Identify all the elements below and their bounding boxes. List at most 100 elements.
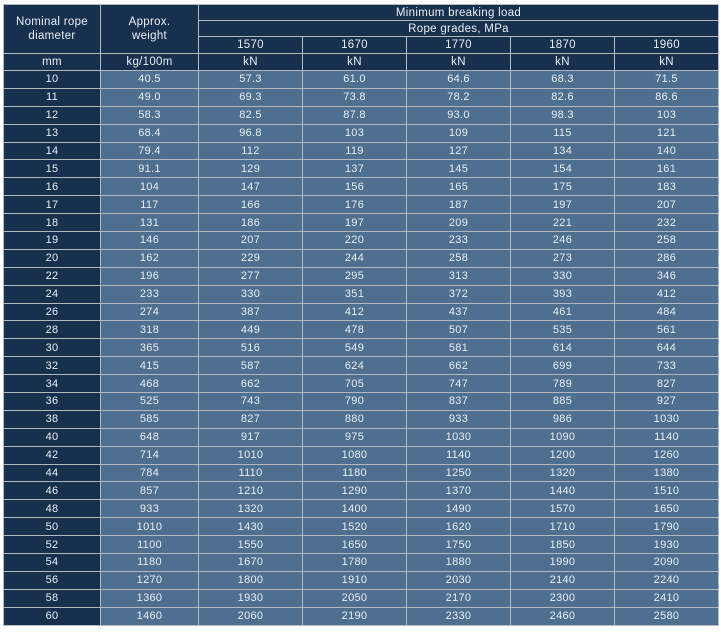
table-row-diameter-32: 32 415 587 624 662 699 733 bbox=[3, 356, 720, 376]
load-cell-grade-1870: 1440 bbox=[510, 481, 615, 501]
load-cell-grade-1870: 1200 bbox=[510, 445, 615, 465]
grade-header-1570: 1570 bbox=[198, 36, 303, 54]
header-row-2: Rope grades, MPa bbox=[4, 20, 720, 37]
load-cell-grade-1770: 187 bbox=[406, 195, 511, 215]
table-row-diameter-20: 20 162 229 244 258 273 286 bbox=[3, 248, 720, 268]
load-cell-grade-1870: 98.3 bbox=[510, 105, 615, 125]
unit-load: kN bbox=[406, 53, 511, 71]
load-cell-grade-1960: 161 bbox=[613, 159, 720, 179]
load-cell-grade-1960: 258 bbox=[613, 231, 720, 250]
load-cell-grade-1960: 1790 bbox=[613, 517, 720, 537]
load-cell-grade-1770: 507 bbox=[406, 320, 511, 340]
weight-cell: 58.3 bbox=[100, 105, 199, 125]
diameter-cell: 16 bbox=[3, 177, 101, 197]
load-cell-grade-1670: 478 bbox=[302, 320, 407, 340]
header-rope-grades-mpa: Rope grades, MPa bbox=[197, 20, 720, 37]
load-cell-grade-1870: 614 bbox=[510, 338, 615, 358]
table-row-diameter-16: 16 104 147 156 165 175 183 bbox=[3, 177, 720, 197]
grade-header-1770: 1770 bbox=[406, 36, 511, 54]
load-cell-grade-1670: 1910 bbox=[302, 570, 407, 590]
table-row-diameter-50: 50 1010 1430 1520 1620 1710 1790 bbox=[3, 517, 720, 537]
table-row-diameter-13: 13 68.4 96.8 103 109 115 121 bbox=[3, 123, 720, 143]
load-cell-grade-1870: 273 bbox=[510, 248, 615, 268]
table-row-diameter-46: 46 857 1210 1290 1370 1440 1510 bbox=[3, 481, 720, 501]
weight-cell: 196 bbox=[100, 266, 199, 286]
load-cell-grade-1770: 1750 bbox=[406, 535, 511, 555]
weight-cell: 1100 bbox=[100, 535, 199, 555]
load-cell-grade-1770: 109 bbox=[406, 123, 511, 143]
header-nominal-rope-diameter: Nominal rope diameter bbox=[3, 4, 101, 54]
rope-breaking-load-table: Nominal rope diameter Approx. weight Min… bbox=[3, 4, 720, 626]
load-cell-grade-1870: 699 bbox=[510, 356, 615, 376]
weight-cell: 1270 bbox=[100, 570, 199, 590]
diameter-cell: 17 bbox=[3, 195, 101, 215]
weight-cell: 415 bbox=[100, 356, 199, 376]
load-cell-grade-1570: 827 bbox=[198, 409, 303, 429]
load-cell-grade-1870: 1990 bbox=[510, 553, 615, 572]
load-cell-grade-1670: 137 bbox=[302, 159, 407, 179]
header-approx-weight: Approx. weight bbox=[100, 4, 199, 54]
diameter-cell: 11 bbox=[3, 87, 101, 107]
diameter-cell: 50 bbox=[3, 517, 101, 537]
weight-cell: 68.4 bbox=[100, 123, 199, 143]
diameter-cell: 24 bbox=[3, 284, 101, 304]
load-cell-grade-1770: 1880 bbox=[406, 553, 511, 572]
load-cell-grade-1770: 313 bbox=[406, 266, 511, 286]
weight-cell: 933 bbox=[100, 499, 199, 519]
table-row-diameter-28: 28 318 449 478 507 535 561 bbox=[3, 320, 720, 340]
weight-cell: 1360 bbox=[100, 588, 199, 608]
load-cell-grade-1870: 986 bbox=[510, 409, 615, 429]
weight-cell: 274 bbox=[100, 302, 199, 322]
load-cell-grade-1770: 1370 bbox=[406, 481, 511, 501]
load-cell-grade-1960: 71.5 bbox=[613, 70, 720, 89]
table-row-diameter-26: 26 274 387 412 437 461 484 bbox=[3, 302, 720, 322]
load-cell-grade-1770: 145 bbox=[406, 159, 511, 179]
load-cell-grade-1570: 662 bbox=[198, 374, 303, 394]
diameter-cell: 14 bbox=[3, 141, 101, 161]
load-cell-grade-1670: 2050 bbox=[302, 588, 407, 608]
load-cell-grade-1870: 789 bbox=[510, 374, 615, 394]
table-row-diameter-22: 22 196 277 295 313 330 346 bbox=[3, 266, 720, 286]
load-cell-grade-1770: 233 bbox=[406, 231, 511, 250]
diameter-cell: 36 bbox=[3, 392, 101, 411]
diameter-cell: 20 bbox=[3, 248, 101, 268]
load-cell-grade-1670: 1290 bbox=[302, 481, 407, 501]
weight-cell: 1460 bbox=[100, 606, 199, 626]
diameter-cell: 56 bbox=[3, 570, 101, 590]
load-cell-grade-1960: 927 bbox=[613, 392, 720, 411]
load-cell-grade-1670: 412 bbox=[302, 302, 407, 322]
load-cell-grade-1670: 975 bbox=[302, 427, 407, 447]
load-cell-grade-1670: 351 bbox=[302, 284, 407, 304]
load-cell-grade-1770: 258 bbox=[406, 248, 511, 268]
diameter-cell: 30 bbox=[3, 338, 101, 358]
weight-cell: 117 bbox=[100, 195, 199, 215]
grade-header-1870: 1870 bbox=[510, 36, 615, 54]
load-cell-grade-1960: 346 bbox=[613, 266, 720, 286]
table-row-diameter-19: 19 146 207 220 233 246 258 bbox=[3, 231, 720, 250]
diameter-cell: 60 bbox=[3, 606, 101, 626]
load-cell-grade-1570: 387 bbox=[198, 302, 303, 322]
table-row-diameter-40: 40 648 917 975 1030 1090 1140 bbox=[3, 427, 720, 447]
load-cell-grade-1870: 246 bbox=[510, 231, 615, 250]
weight-cell: 91.1 bbox=[100, 159, 199, 179]
load-cell-grade-1770: 165 bbox=[406, 177, 511, 197]
unit-diameter: mm bbox=[3, 53, 101, 71]
load-cell-grade-1670: 624 bbox=[302, 356, 407, 376]
load-cell-grade-1570: 69.3 bbox=[198, 87, 303, 107]
weight-cell: 585 bbox=[100, 409, 199, 429]
load-cell-grade-1870: 461 bbox=[510, 302, 615, 322]
diameter-cell: 19 bbox=[3, 231, 101, 250]
grade-header-1960: 1960 bbox=[613, 36, 720, 54]
diameter-cell: 48 bbox=[3, 499, 101, 519]
load-cell-grade-1960: 140 bbox=[613, 141, 720, 161]
table-row-diameter-15: 15 91.1 129 137 145 154 161 bbox=[3, 159, 720, 179]
load-cell-grade-1870: 1090 bbox=[510, 427, 615, 447]
load-cell-grade-1570: 229 bbox=[198, 248, 303, 268]
table-row-diameter-60: 60 1460 2060 2190 2330 2460 2580 bbox=[3, 606, 720, 626]
diameter-cell: 22 bbox=[3, 266, 101, 286]
load-cell-grade-1770: 581 bbox=[406, 338, 511, 358]
unit-load: kN bbox=[302, 53, 407, 71]
load-cell-grade-1960: 1260 bbox=[613, 445, 720, 465]
weight-cell: 162 bbox=[100, 248, 199, 268]
load-cell-grade-1770: 78.2 bbox=[406, 87, 511, 107]
